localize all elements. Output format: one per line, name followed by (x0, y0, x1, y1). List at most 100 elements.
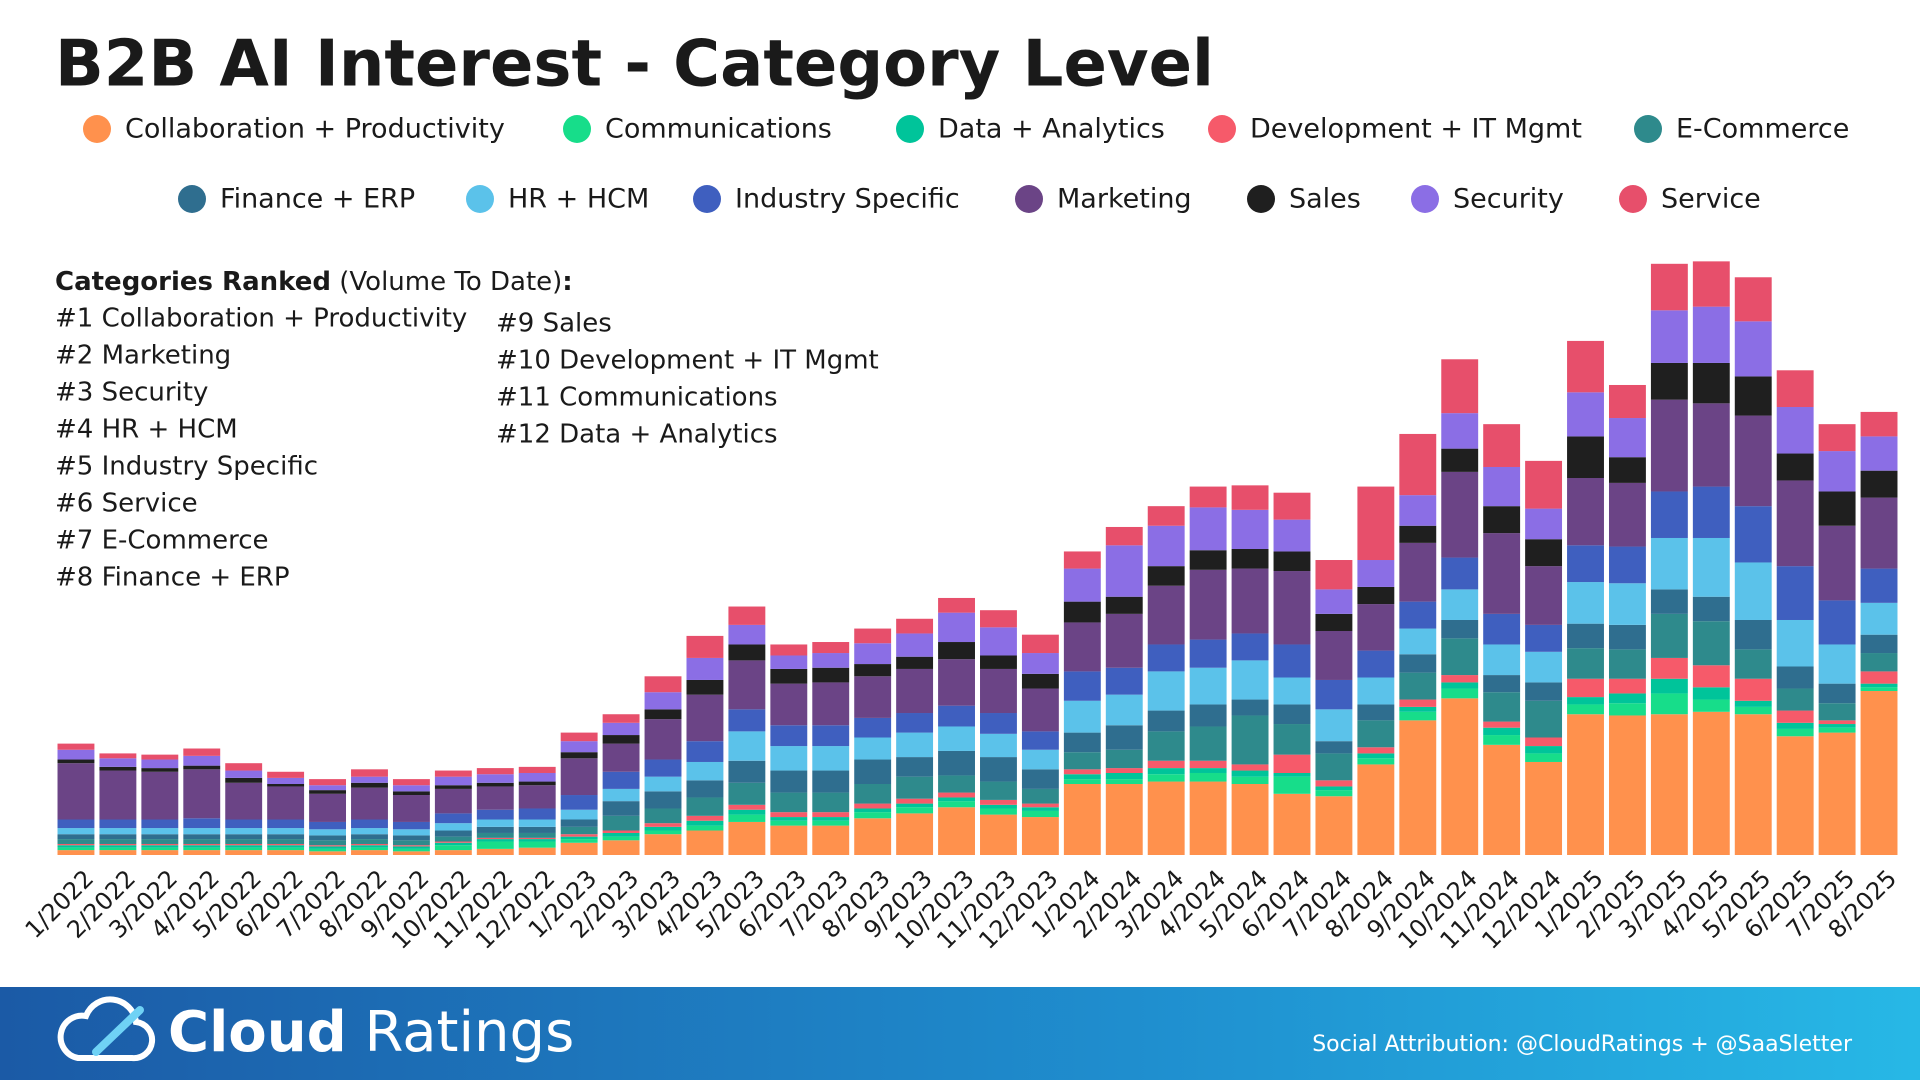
bar-segment (99, 828, 137, 835)
bar-segment (1860, 470, 1898, 498)
bar-segment (728, 809, 766, 815)
bar-segment (770, 644, 808, 656)
bar-segment (183, 828, 221, 835)
bar-segment (1399, 699, 1437, 707)
bar-segment (1525, 539, 1563, 567)
bar-segment (392, 851, 430, 855)
bar-segment (1818, 724, 1856, 728)
bar-segment (99, 845, 137, 848)
bar-segment (1734, 678, 1772, 701)
bar-segment (99, 758, 137, 767)
bar-segment (1021, 749, 1059, 770)
bar-segment (1860, 602, 1898, 635)
bar-segment (1189, 781, 1227, 855)
bar-segment (1063, 752, 1101, 770)
bar-segment (1818, 727, 1856, 733)
legend-swatch (1411, 185, 1439, 213)
bar-segment (183, 834, 221, 840)
bar-segment (476, 809, 514, 820)
bar-segment (854, 759, 892, 785)
bar-segment (1692, 665, 1730, 688)
bar-segment (1860, 497, 1898, 569)
bar-segment (1650, 693, 1688, 715)
bar-segment (309, 851, 347, 855)
bar-segment (1483, 424, 1521, 467)
bar-segment (1063, 568, 1101, 602)
bar-segment (854, 664, 892, 677)
bar-segment (1567, 478, 1604, 546)
bar-segment (1273, 724, 1311, 755)
bar-segment (560, 842, 598, 855)
bar-segment (1692, 362, 1730, 404)
bar-segment (1357, 604, 1395, 651)
bar-segment (1650, 537, 1688, 590)
bar-segment (812, 667, 850, 683)
bar-segment (1399, 628, 1437, 655)
bar-segment (1189, 667, 1227, 705)
bar-segment (1399, 525, 1437, 543)
bar-segment (351, 776, 388, 783)
bar-segment (57, 850, 95, 855)
plot (57, 261, 1898, 855)
bar-segment (812, 820, 850, 826)
bar-segment (1567, 648, 1604, 679)
bar-segment (1315, 613, 1353, 632)
bar-segment (686, 741, 724, 762)
bar-segment (812, 792, 850, 813)
bar-segment (1608, 457, 1646, 483)
bar-segment (770, 668, 808, 684)
bar-segment (1734, 506, 1772, 563)
bar-segment (183, 818, 221, 829)
bar-segment (644, 709, 682, 720)
bar-segment (351, 845, 388, 848)
bar-segment (812, 746, 850, 771)
bar-segment (1483, 506, 1521, 534)
bar-segment (1147, 644, 1185, 672)
bar-segment (225, 834, 263, 840)
legend-label: HR + HCM (508, 184, 649, 215)
bar-segment (1650, 589, 1688, 614)
bar-segment (854, 803, 892, 809)
bar-segment (1147, 774, 1185, 782)
bar-segment (1189, 639, 1227, 668)
bar-segment (896, 668, 934, 714)
bar-segment (770, 683, 808, 726)
bar-segment (434, 845, 472, 851)
bar-segment (938, 807, 975, 855)
bar-segment (1860, 687, 1898, 691)
bar-segment (1231, 776, 1269, 785)
bar-segment (309, 848, 347, 852)
legend-swatch (178, 185, 206, 213)
bar-segment (99, 843, 137, 846)
bar-segment (560, 741, 598, 753)
bar-segment (1105, 526, 1143, 546)
bar-segment (1776, 736, 1814, 855)
brand: Cloud Ratings (168, 1000, 574, 1065)
bar-segment (1734, 376, 1772, 416)
bar-segment (1315, 631, 1353, 680)
legend-label: Collaboration + Productivity (125, 114, 505, 145)
bar-segment (225, 845, 263, 848)
bar-segment (267, 839, 305, 844)
bar-segment (1776, 407, 1814, 454)
bar-segment (728, 760, 766, 783)
bar-segment (602, 735, 640, 744)
bar-segment (1441, 638, 1479, 676)
bar-segment (351, 839, 388, 844)
bar-segment (267, 777, 305, 785)
legend-label: Marketing (1057, 184, 1192, 215)
bar-segment (1273, 644, 1311, 678)
bar-segment (1315, 790, 1353, 797)
bar-segment (1525, 753, 1563, 762)
bar-segment (644, 719, 682, 760)
bar-segment (351, 847, 388, 851)
bar-segment (1567, 545, 1604, 583)
bar-segment (1273, 571, 1311, 645)
bar-segment (183, 843, 221, 846)
bar-segment (1357, 650, 1395, 678)
bar-segment (57, 847, 95, 851)
bar-segment (1483, 466, 1521, 507)
bar-segment (1567, 714, 1604, 855)
